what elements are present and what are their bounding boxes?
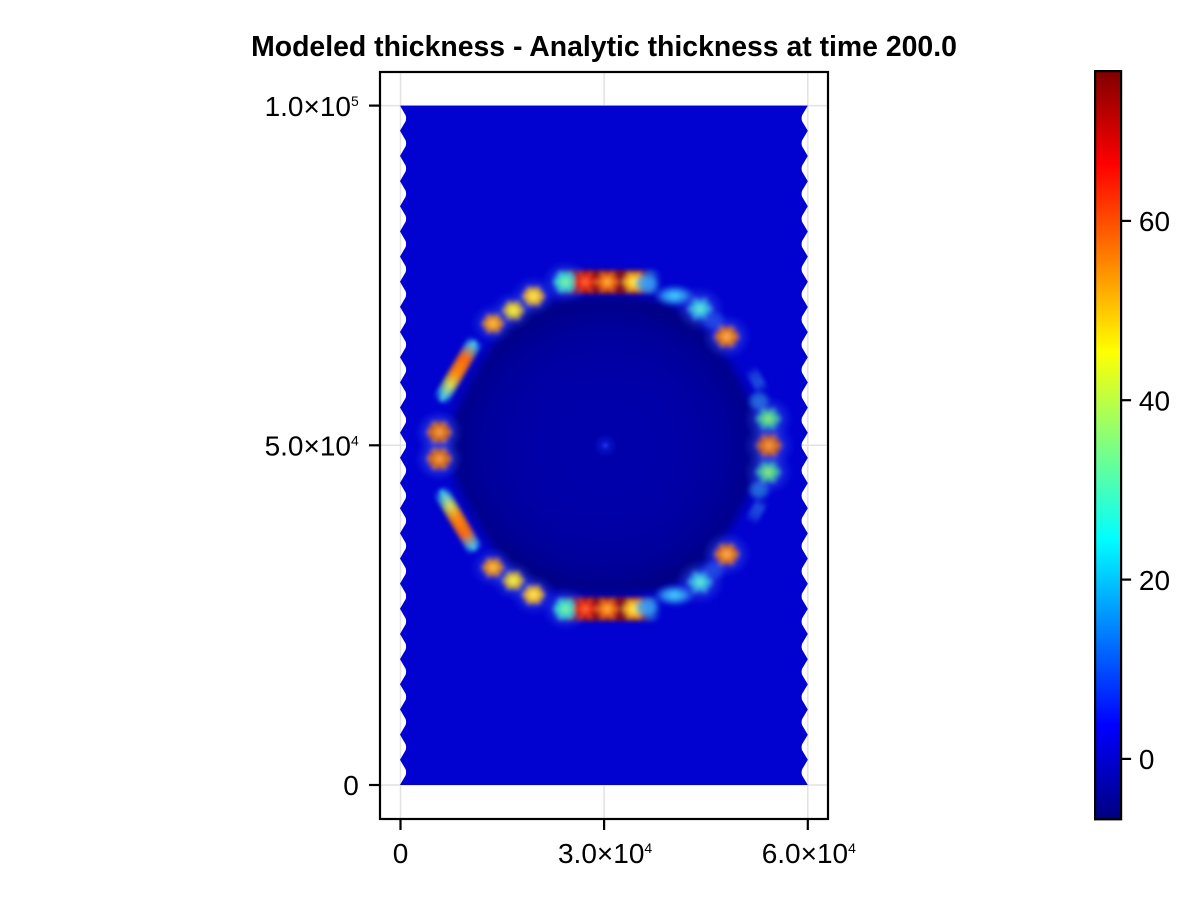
svg-text:0: 0 — [1139, 744, 1155, 775]
svg-text:0: 0 — [393, 838, 409, 869]
svg-text:0: 0 — [343, 770, 359, 801]
svg-text:60: 60 — [1139, 206, 1170, 237]
svg-text:Modeled thickness - Analytic t: Modeled thickness - Analytic thickness a… — [251, 31, 957, 63]
svg-text:3.0×104: 3.0×104 — [558, 838, 652, 869]
svg-text:6.0×104: 6.0×104 — [762, 838, 856, 869]
svg-text:20: 20 — [1139, 565, 1170, 596]
svg-text:40: 40 — [1139, 385, 1170, 416]
svg-text:1.0×105: 1.0×105 — [265, 91, 359, 122]
svg-text:5.0×104: 5.0×104 — [265, 431, 359, 462]
